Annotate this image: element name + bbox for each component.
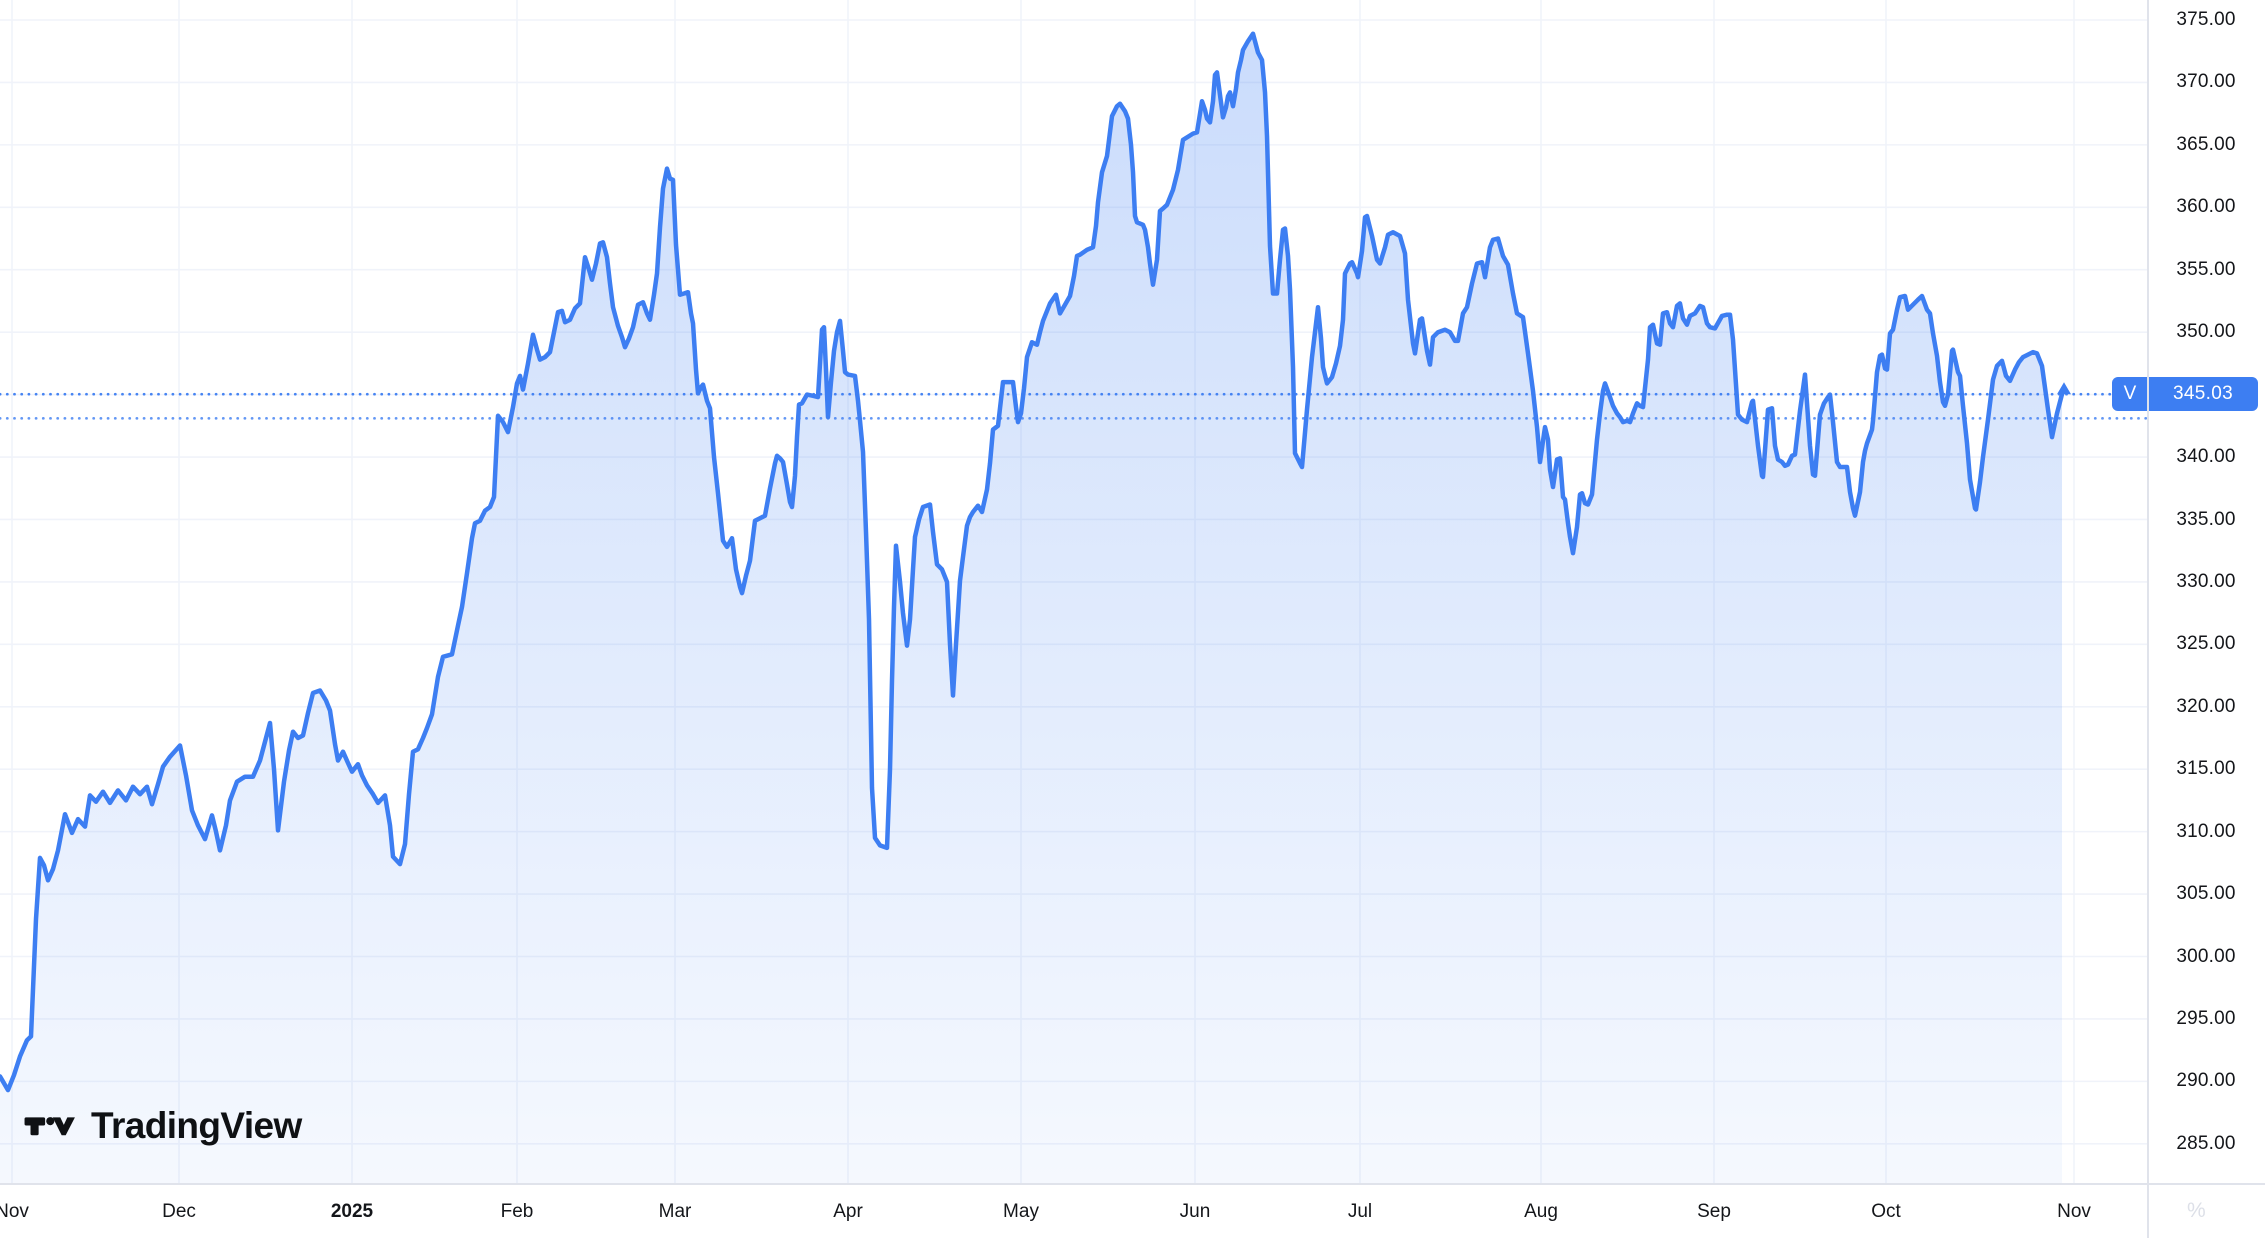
price-tick-label: 365.00 (2176, 133, 2236, 155)
price-tick-label: 290.00 (2176, 1070, 2236, 1092)
price-tick-label: 305.00 (2176, 883, 2236, 905)
time-tick-label: Mar (658, 1201, 692, 1222)
time-tick-label: 2025 (330, 1201, 374, 1222)
price-tick-label: 370.00 (2176, 71, 2236, 93)
price-direction-arrow-icon (2057, 382, 2071, 395)
time-tick-label: Oct (1871, 1201, 1901, 1222)
price-tick-label: 310.00 (2176, 820, 2236, 842)
last-price-value: 345.03 (2173, 383, 2233, 405)
symbol-badge: V (2123, 383, 2137, 405)
time-tick-label: Dec (162, 1201, 196, 1222)
time-tick-label: Sep (1697, 1201, 1731, 1222)
time-tick-label: Apr (833, 1201, 863, 1222)
tradingview-logo[interactable]: TradingView (24, 1104, 302, 1148)
price-tick-label: 315.00 (2176, 758, 2236, 780)
price-tick-label: 325.00 (2176, 633, 2236, 655)
price-tick-label: 285.00 (2176, 1132, 2236, 1154)
time-tick-label: Jun (1179, 1201, 1211, 1222)
price-area-fill (0, 33, 2062, 1183)
price-tick-label: 375.00 (2176, 9, 2236, 30)
chart-plot-area[interactable] (0, 0, 2147, 1183)
price-tick-label: 350.00 (2176, 321, 2236, 343)
price-axis-separator (2147, 0, 2149, 1238)
time-axis-separator (0, 1183, 2265, 1185)
price-tick-label: 330.00 (2176, 570, 2236, 592)
price-tick-label: 295.00 (2176, 1007, 2236, 1029)
time-axis[interactable]: Nov Dec 2025 Feb Mar Apr May Jun Jul Aug Sep Oct Nov (0, 1183, 2147, 1238)
price-tick-label: 335.00 (2176, 508, 2236, 530)
tradingview-logo-icon (24, 1117, 75, 1136)
time-tick-label: May (1003, 1201, 1039, 1222)
time-tick-label: Nov (0, 1201, 29, 1222)
price-line-series (0, 31, 2065, 1093)
price-tick-label: 360.00 (2176, 196, 2236, 218)
price-axis[interactable]: 375.00 370.00 365.00 360.00 355.00 350.00 345.… (2147, 0, 2265, 1183)
price-tick-label: 340.00 (2176, 446, 2236, 467)
time-tick-label: Aug (1524, 1201, 1558, 1222)
time-tick-label: Nov (2057, 1201, 2091, 1222)
tradingview-logo-text: TradingView (91, 1105, 302, 1146)
last-price-label: V 345.03 (2112, 377, 2258, 412)
time-tick-label: Jul (1347, 1201, 1373, 1222)
percent-scale-icon[interactable]: % (2187, 1199, 2206, 1222)
time-tick-label: Feb (500, 1201, 534, 1222)
price-tick-label: 320.00 (2176, 695, 2236, 717)
price-tick-label: 300.00 (2176, 945, 2236, 967)
price-tick-label: 355.00 (2176, 258, 2236, 280)
